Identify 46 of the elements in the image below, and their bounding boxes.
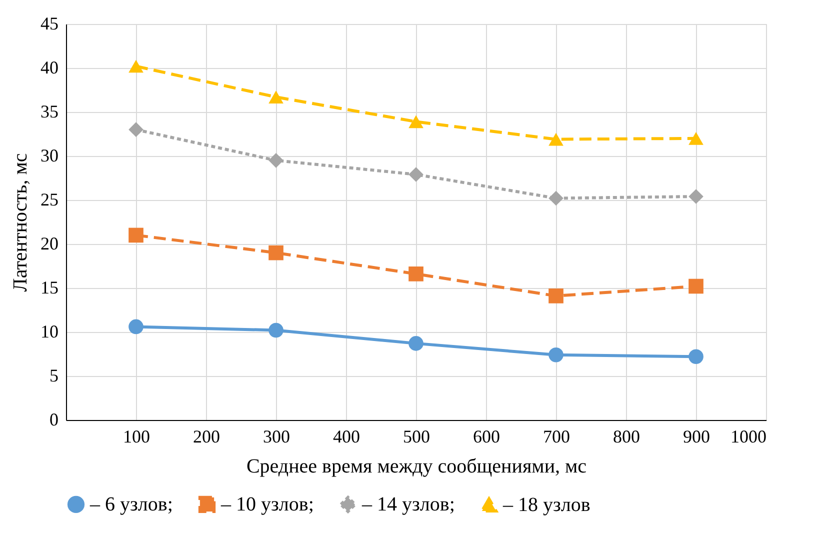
- y-tick-label: 45: [40, 14, 58, 34]
- point: [128, 60, 144, 73]
- point: [268, 90, 284, 104]
- point: [688, 189, 704, 204]
- point: [128, 319, 144, 334]
- point: [408, 115, 424, 128]
- legend-label: – 10 узлов;: [220, 493, 314, 516]
- point: [548, 190, 564, 206]
- point: [548, 132, 564, 146]
- x-tick-label: 600: [473, 426, 500, 446]
- y-tick-label: 15: [40, 278, 58, 298]
- y-tick-label: 25: [40, 190, 58, 210]
- point: [268, 322, 284, 338]
- point: [128, 228, 144, 243]
- x-tick-label: 400: [333, 426, 360, 446]
- y-axis-title: Латентность, мс: [10, 153, 32, 292]
- point: [408, 266, 424, 282]
- x-tick-label: 700: [543, 426, 570, 446]
- point: [128, 122, 144, 138]
- y-tick-label: 10: [40, 322, 58, 342]
- point: [548, 288, 564, 304]
- x-axis-title: Среднее время между сообщениями, мс: [246, 456, 587, 478]
- y-tick-label: 35: [40, 102, 58, 122]
- x-tick-label: 500: [403, 426, 430, 446]
- legend-label: – 6 узлов;: [89, 493, 173, 516]
- y-tick-label: 30: [40, 146, 58, 166]
- x-tick-label: 900: [683, 426, 710, 446]
- y-tick-label: 5: [50, 366, 58, 386]
- point: [268, 152, 284, 168]
- y-tick-label: 0: [50, 410, 58, 430]
- point: [548, 347, 564, 362]
- x-tick-label: 100: [123, 426, 150, 446]
- x-tick-label: 800: [613, 426, 640, 446]
- x-tick-label: 200: [193, 426, 220, 446]
- x-tick-label: 1000: [730, 426, 766, 446]
- point: [408, 167, 424, 182]
- point: [408, 336, 424, 351]
- point: [688, 278, 704, 294]
- point: [688, 349, 704, 364]
- point: [268, 245, 284, 260]
- y-tick-label: 40: [40, 58, 58, 78]
- legend-label: – 18 узлов: [502, 494, 590, 516]
- x-tick-label: 300: [263, 426, 290, 446]
- point: [688, 132, 704, 145]
- legend-label: – 14 узлов;: [361, 493, 455, 516]
- y-tick-label: 20: [40, 234, 58, 254]
